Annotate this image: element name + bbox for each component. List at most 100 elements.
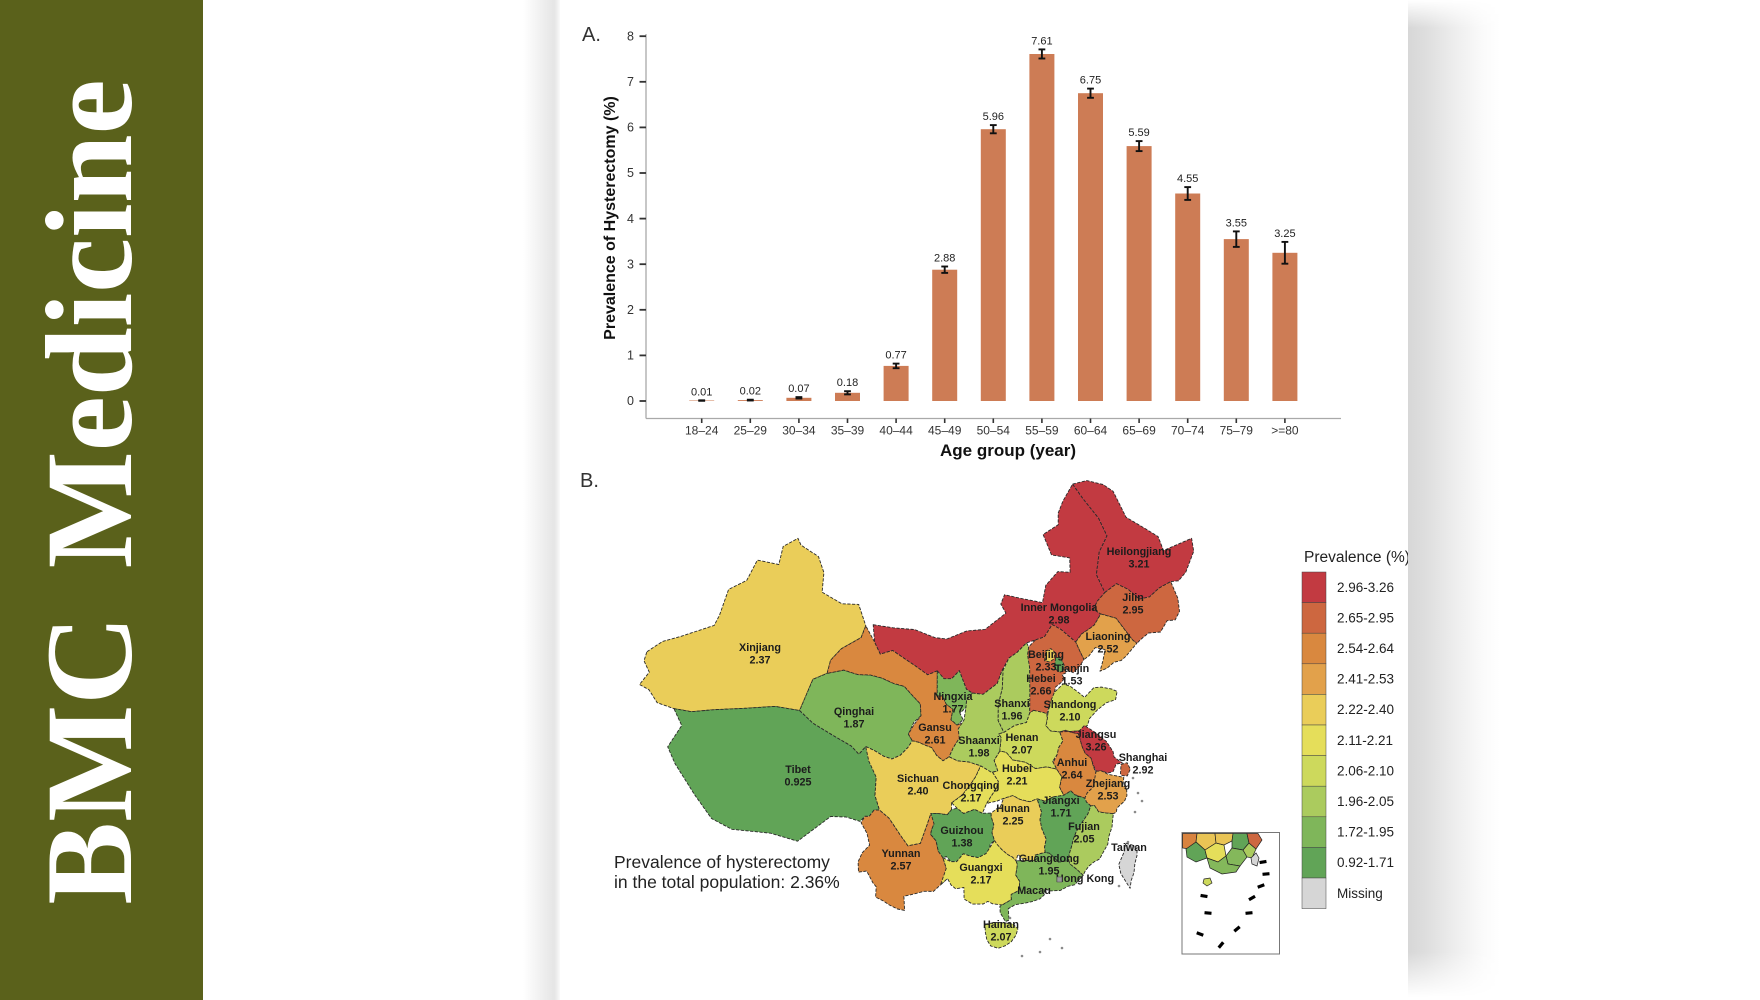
svg-text:0: 0 <box>627 394 634 408</box>
svg-text:3: 3 <box>627 257 634 271</box>
svg-text:55–59: 55–59 <box>1025 424 1059 438</box>
svg-text:3.26: 3.26 <box>1085 742 1106 754</box>
svg-text:30–34: 30–34 <box>782 424 816 438</box>
svg-text:0.18: 0.18 <box>837 377 858 389</box>
svg-text:1.96: 1.96 <box>1001 711 1022 723</box>
svg-text:2.37: 2.37 <box>749 655 770 667</box>
svg-text:3.25: 3.25 <box>1274 228 1295 240</box>
svg-text:Prevalence (%): Prevalence (%) <box>1304 549 1410 566</box>
svg-text:6.75: 6.75 <box>1080 75 1101 87</box>
svg-text:3.55: 3.55 <box>1226 217 1247 229</box>
svg-text:Prevalence of Hysterectomy (%): Prevalence of Hysterectomy (%) <box>602 96 619 340</box>
svg-text:2.06-2.10: 2.06-2.10 <box>1337 763 1394 778</box>
svg-text:Shanxi: Shanxi <box>994 698 1029 710</box>
svg-text:Taiwan: Taiwan <box>1111 842 1147 854</box>
svg-text:2.11-2.21: 2.11-2.21 <box>1337 733 1393 748</box>
svg-text:2.96-3.26: 2.96-3.26 <box>1337 580 1394 595</box>
svg-text:Age group (year): Age group (year) <box>940 441 1076 460</box>
svg-text:2.65-2.95: 2.65-2.95 <box>1337 610 1394 625</box>
svg-text:2.17: 2.17 <box>960 793 981 805</box>
svg-text:Prevalence of hysterectomy: Prevalence of hysterectomy <box>614 852 830 872</box>
svg-text:1.96-2.05: 1.96-2.05 <box>1337 794 1394 809</box>
svg-text:Missing: Missing <box>1337 886 1383 901</box>
svg-text:8: 8 <box>627 29 634 43</box>
svg-text:Hainan: Hainan <box>983 919 1019 931</box>
svg-text:Hong Kong: Hong Kong <box>1056 873 1114 885</box>
svg-text:2.41-2.53: 2.41-2.53 <box>1337 672 1394 687</box>
svg-text:2.95: 2.95 <box>1122 605 1143 617</box>
svg-text:Jilin: Jilin <box>1122 592 1144 604</box>
svg-text:2.21: 2.21 <box>1006 776 1027 788</box>
svg-text:Shandong: Shandong <box>1044 699 1097 711</box>
svg-text:0.02: 0.02 <box>740 386 761 398</box>
svg-text:Heilongjiang: Heilongjiang <box>1107 546 1172 558</box>
svg-text:1.38: 1.38 <box>951 838 972 850</box>
svg-text:Shanghai: Shanghai <box>1119 752 1168 764</box>
svg-text:25–29: 25–29 <box>734 424 768 438</box>
svg-text:Anhui: Anhui <box>1057 757 1088 769</box>
svg-text:7.61: 7.61 <box>1031 35 1052 47</box>
svg-text:Jiangsu: Jiangsu <box>1076 729 1117 741</box>
svg-text:5.96: 5.96 <box>983 111 1004 123</box>
svg-text:2.61: 2.61 <box>924 735 945 747</box>
svg-text:35–39: 35–39 <box>831 424 865 438</box>
svg-text:1.95: 1.95 <box>1038 866 1059 878</box>
svg-text:2.98: 2.98 <box>1048 615 1069 627</box>
svg-text:60–64: 60–64 <box>1074 424 1108 438</box>
svg-text:2.64: 2.64 <box>1061 770 1082 782</box>
svg-text:B.: B. <box>580 470 599 492</box>
svg-text:Inner Mongolia: Inner Mongolia <box>1021 602 1099 614</box>
svg-text:Beijing: Beijing <box>1028 649 1064 661</box>
svg-text:2.66: 2.66 <box>1030 686 1051 698</box>
svg-text:Sichuan: Sichuan <box>897 773 939 785</box>
svg-text:Hebei: Hebei <box>1026 673 1055 685</box>
svg-text:50–54: 50–54 <box>977 424 1011 438</box>
svg-text:1: 1 <box>627 349 634 363</box>
svg-text:0.01: 0.01 <box>691 386 712 398</box>
svg-text:Liaoning: Liaoning <box>1086 631 1131 643</box>
svg-text:Ningxia: Ningxia <box>934 691 974 703</box>
svg-text:2.07: 2.07 <box>990 932 1011 944</box>
svg-text:7: 7 <box>627 75 634 89</box>
svg-text:45–49: 45–49 <box>928 424 962 438</box>
svg-text:2.10: 2.10 <box>1059 712 1080 724</box>
svg-text:in the total population: 2.36%: in the total population: 2.36% <box>614 872 840 892</box>
svg-text:0.925: 0.925 <box>784 777 811 789</box>
svg-text:Tianjin: Tianjin <box>1055 663 1090 675</box>
svg-text:3.21: 3.21 <box>1128 559 1149 571</box>
svg-text:Chongqing: Chongqing <box>943 780 1000 792</box>
svg-text:Jiangxi: Jiangxi <box>1042 795 1079 807</box>
svg-text:A.: A. <box>582 24 601 46</box>
svg-text:Gansu: Gansu <box>918 722 952 734</box>
svg-text:2.88: 2.88 <box>934 253 955 265</box>
svg-text:0.07: 0.07 <box>788 383 809 395</box>
svg-text:Guangxi: Guangxi <box>959 862 1002 874</box>
svg-text:2.52: 2.52 <box>1097 644 1118 656</box>
svg-text:Xinjiang: Xinjiang <box>739 642 781 654</box>
svg-text:2.05: 2.05 <box>1073 834 1094 846</box>
svg-text:2.40: 2.40 <box>907 786 928 798</box>
svg-text:Macau: Macau <box>1017 885 1051 897</box>
svg-text:2.92: 2.92 <box>1132 765 1153 777</box>
svg-text:4.55: 4.55 <box>1177 173 1198 185</box>
svg-text:Shaanxi: Shaanxi <box>958 735 999 747</box>
svg-text:Tibet: Tibet <box>785 764 811 776</box>
svg-text:4: 4 <box>627 212 634 226</box>
svg-text:75–79: 75–79 <box>1220 424 1254 438</box>
svg-text:6: 6 <box>627 121 634 135</box>
svg-text:18–24: 18–24 <box>685 424 719 438</box>
svg-text:Hunan: Hunan <box>996 803 1030 815</box>
svg-text:2.53: 2.53 <box>1097 791 1118 803</box>
svg-text:Henan: Henan <box>1006 732 1039 744</box>
svg-text:2.17: 2.17 <box>970 875 991 887</box>
svg-text:1.77: 1.77 <box>942 704 963 716</box>
svg-text:Qinghai: Qinghai <box>834 706 874 718</box>
svg-text:2.22-2.40: 2.22-2.40 <box>1337 702 1394 717</box>
svg-text:Zhejiang: Zhejiang <box>1086 778 1130 790</box>
svg-text:1.87: 1.87 <box>843 719 864 731</box>
svg-text:>=80: >=80 <box>1271 424 1299 438</box>
svg-text:0.92-1.71: 0.92-1.71 <box>1337 855 1394 870</box>
svg-text:2: 2 <box>627 303 634 317</box>
svg-text:65–69: 65–69 <box>1122 424 1156 438</box>
svg-text:Guizhou: Guizhou <box>940 825 983 837</box>
